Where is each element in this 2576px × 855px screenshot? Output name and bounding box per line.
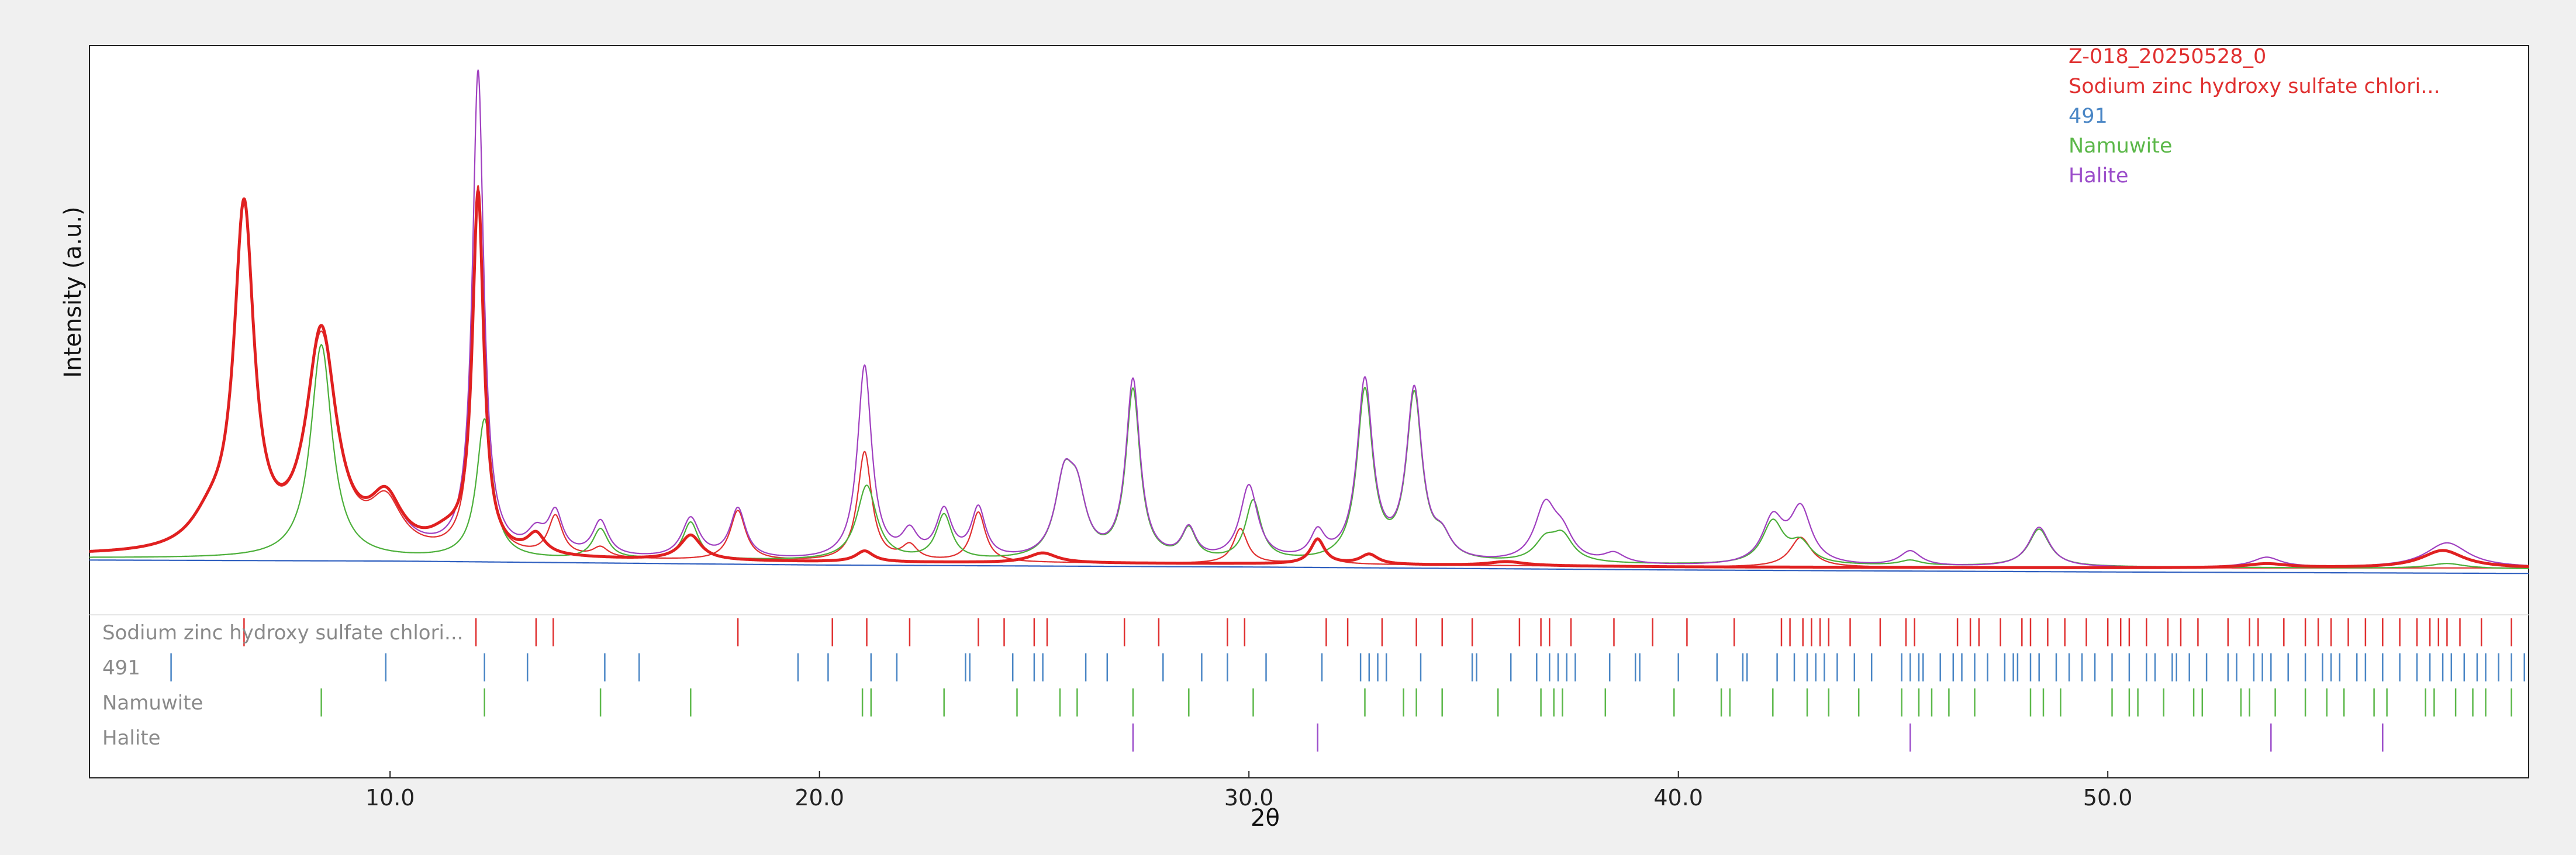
phase-label-sodium-zinc-hydroxy-sulfate-chlori: Sodium zinc hydroxy sulfate chlori... bbox=[102, 621, 463, 645]
x-axis: 10.0 20.0 30.0 40.0 50.0 bbox=[365, 771, 2133, 811]
x-tick-label: 50.0 bbox=[2083, 785, 2133, 811]
x-tick-label: 20.0 bbox=[795, 785, 844, 811]
y-axis-title: Intensity (a.u.) bbox=[60, 206, 87, 378]
plot-area bbox=[89, 45, 2529, 778]
x-tick-label: 10.0 bbox=[365, 785, 415, 811]
phase-markers-halite bbox=[1132, 724, 2384, 752]
legend-entry-z-018-20250528-0[interactable]: Z-018_20250528_0 bbox=[2069, 45, 2266, 68]
phase-label-halite: Halite bbox=[102, 726, 161, 750]
x-axis-title: 2θ bbox=[1251, 805, 1280, 832]
legend-entry-491[interactable]: 491 bbox=[2069, 105, 2108, 128]
legend-entry-halite[interactable]: Halite bbox=[2069, 164, 2128, 188]
phase-label-namuwite: Namuwite bbox=[102, 691, 203, 715]
phase-markers-491 bbox=[170, 653, 2525, 681]
x-tick-label: 40.0 bbox=[1653, 785, 1703, 811]
phase-markers-namuwite bbox=[320, 688, 2512, 716]
series-line-z-018-20250528-0 bbox=[89, 189, 2529, 569]
legend[interactable]: Z-018_20250528_0 Sodium zinc hydroxy sulf… bbox=[2069, 45, 2440, 188]
series-line-491 bbox=[89, 559, 2529, 574]
legend-entry-sodium-zinc-hydroxy-sulfate-chlori[interactable]: Sodium zinc hydroxy sulfate chlori... bbox=[2069, 75, 2440, 98]
x-tick-label: 30.0 bbox=[1224, 785, 1274, 811]
phase-markers-layer bbox=[170, 618, 2525, 752]
phase-labels-layer: Sodium zinc hydroxy sulfate chlori... 491… bbox=[102, 621, 463, 750]
curves-layer bbox=[89, 69, 2529, 574]
phase-label-491: 491 bbox=[102, 656, 140, 680]
legend-entry-namuwite[interactable]: Namuwite bbox=[2069, 134, 2173, 158]
phase-markers-sodium-zinc-hydroxy-sulfate-chlori bbox=[243, 618, 2512, 646]
